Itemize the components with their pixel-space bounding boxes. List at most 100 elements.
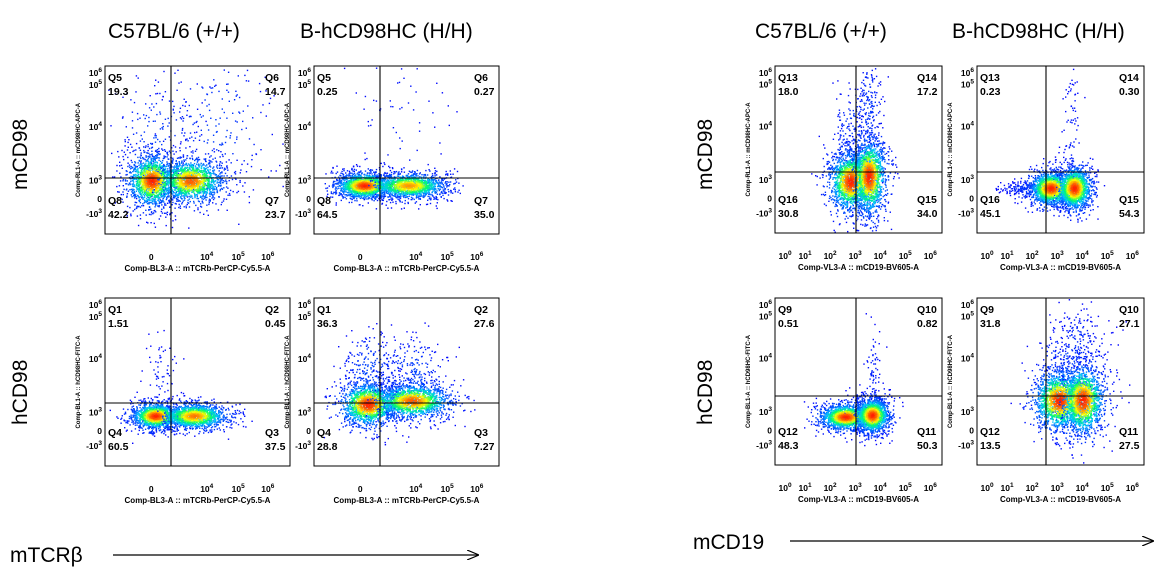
event-dot — [182, 116, 183, 117]
event-dot — [140, 189, 141, 190]
event-dot — [166, 156, 167, 157]
event-dot — [150, 222, 151, 223]
event-dot — [226, 181, 227, 182]
event-dot — [209, 160, 210, 161]
event-dot — [187, 169, 188, 170]
event-dot — [214, 197, 215, 198]
event-dot — [165, 151, 166, 152]
event-dot — [172, 101, 173, 102]
event-dot — [203, 199, 204, 200]
event-dot — [191, 192, 192, 193]
event-dot — [182, 176, 183, 177]
event-dot — [161, 179, 162, 180]
event-dot — [142, 192, 143, 193]
event-dot — [190, 164, 191, 165]
event-dot — [151, 184, 152, 185]
event-dot — [190, 195, 191, 196]
event-dot — [164, 172, 165, 173]
event-dot — [360, 198, 361, 199]
event-dot — [196, 181, 197, 182]
event-dot — [244, 182, 245, 183]
event-dot — [121, 150, 122, 151]
event-dot — [331, 193, 332, 194]
event-dot — [184, 164, 185, 165]
event-dot — [390, 192, 391, 193]
event-dot — [447, 173, 448, 174]
event-dot — [176, 183, 177, 184]
event-dot — [197, 83, 198, 84]
event-dot — [177, 158, 178, 159]
event-dot — [159, 141, 160, 142]
event-dot — [269, 103, 270, 104]
event-dot — [137, 172, 138, 173]
event-dot — [368, 168, 369, 169]
event-dot — [141, 152, 142, 153]
event-dot — [168, 191, 169, 192]
event-dot — [144, 164, 145, 165]
event-dot — [400, 148, 401, 149]
event-dot — [185, 206, 186, 207]
event-dot — [347, 170, 348, 171]
event-dot — [175, 203, 176, 204]
event-dot — [190, 188, 191, 189]
event-dot — [117, 151, 118, 152]
event-dot — [174, 73, 175, 74]
event-dot — [185, 188, 186, 189]
event-dot — [149, 197, 150, 198]
event-dot — [145, 184, 146, 185]
event-dot — [128, 147, 129, 148]
event-dot — [162, 195, 163, 196]
event-dot — [194, 197, 195, 198]
event-dot — [150, 161, 151, 162]
event-dot — [144, 192, 145, 193]
event-dot — [151, 211, 152, 212]
event-dot — [186, 158, 187, 159]
event-dot — [174, 171, 175, 172]
event-dot — [169, 136, 170, 137]
event-dot — [417, 150, 418, 151]
event-dot — [124, 139, 125, 140]
event-dot — [135, 149, 136, 150]
event-dot — [177, 197, 178, 198]
event-dot — [163, 126, 164, 127]
event-dot — [215, 125, 216, 126]
event-dot — [386, 201, 387, 202]
event-dot — [169, 214, 170, 215]
event-dot — [209, 202, 210, 203]
event-dot — [209, 193, 210, 194]
event-dot — [146, 115, 147, 116]
event-dot — [158, 174, 159, 175]
event-dot — [436, 205, 437, 206]
event-dot — [373, 200, 374, 201]
event-dot — [149, 195, 150, 196]
event-dot — [143, 212, 144, 213]
event-dot — [144, 200, 145, 201]
right-x-axis-title: mCD19 — [693, 531, 764, 554]
event-dot — [172, 202, 173, 203]
event-dot — [149, 171, 150, 172]
event-dot — [177, 191, 178, 192]
event-dot — [187, 200, 188, 201]
event-dot — [238, 75, 239, 76]
event-dot — [142, 157, 143, 158]
event-dot — [192, 198, 193, 199]
event-dot — [223, 175, 224, 176]
event-dot — [216, 166, 217, 167]
event-dot — [150, 95, 151, 96]
event-dot — [200, 114, 201, 115]
event-dot — [188, 167, 189, 168]
event-dot — [387, 208, 388, 209]
event-dot — [148, 153, 149, 154]
event-dot — [178, 190, 179, 191]
event-dot — [197, 196, 198, 197]
event-dot — [279, 165, 280, 166]
event-dot — [179, 161, 180, 162]
event-dot — [166, 166, 167, 167]
event-dot — [383, 196, 384, 197]
x-axis-label: Comp-BL3-A :: mTCRb-PerCP-Cy5.5-A — [125, 264, 271, 273]
event-dot — [206, 188, 207, 189]
event-dot — [135, 176, 136, 177]
event-dot — [137, 182, 138, 183]
event-dot — [205, 170, 206, 171]
event-dot — [123, 189, 124, 190]
